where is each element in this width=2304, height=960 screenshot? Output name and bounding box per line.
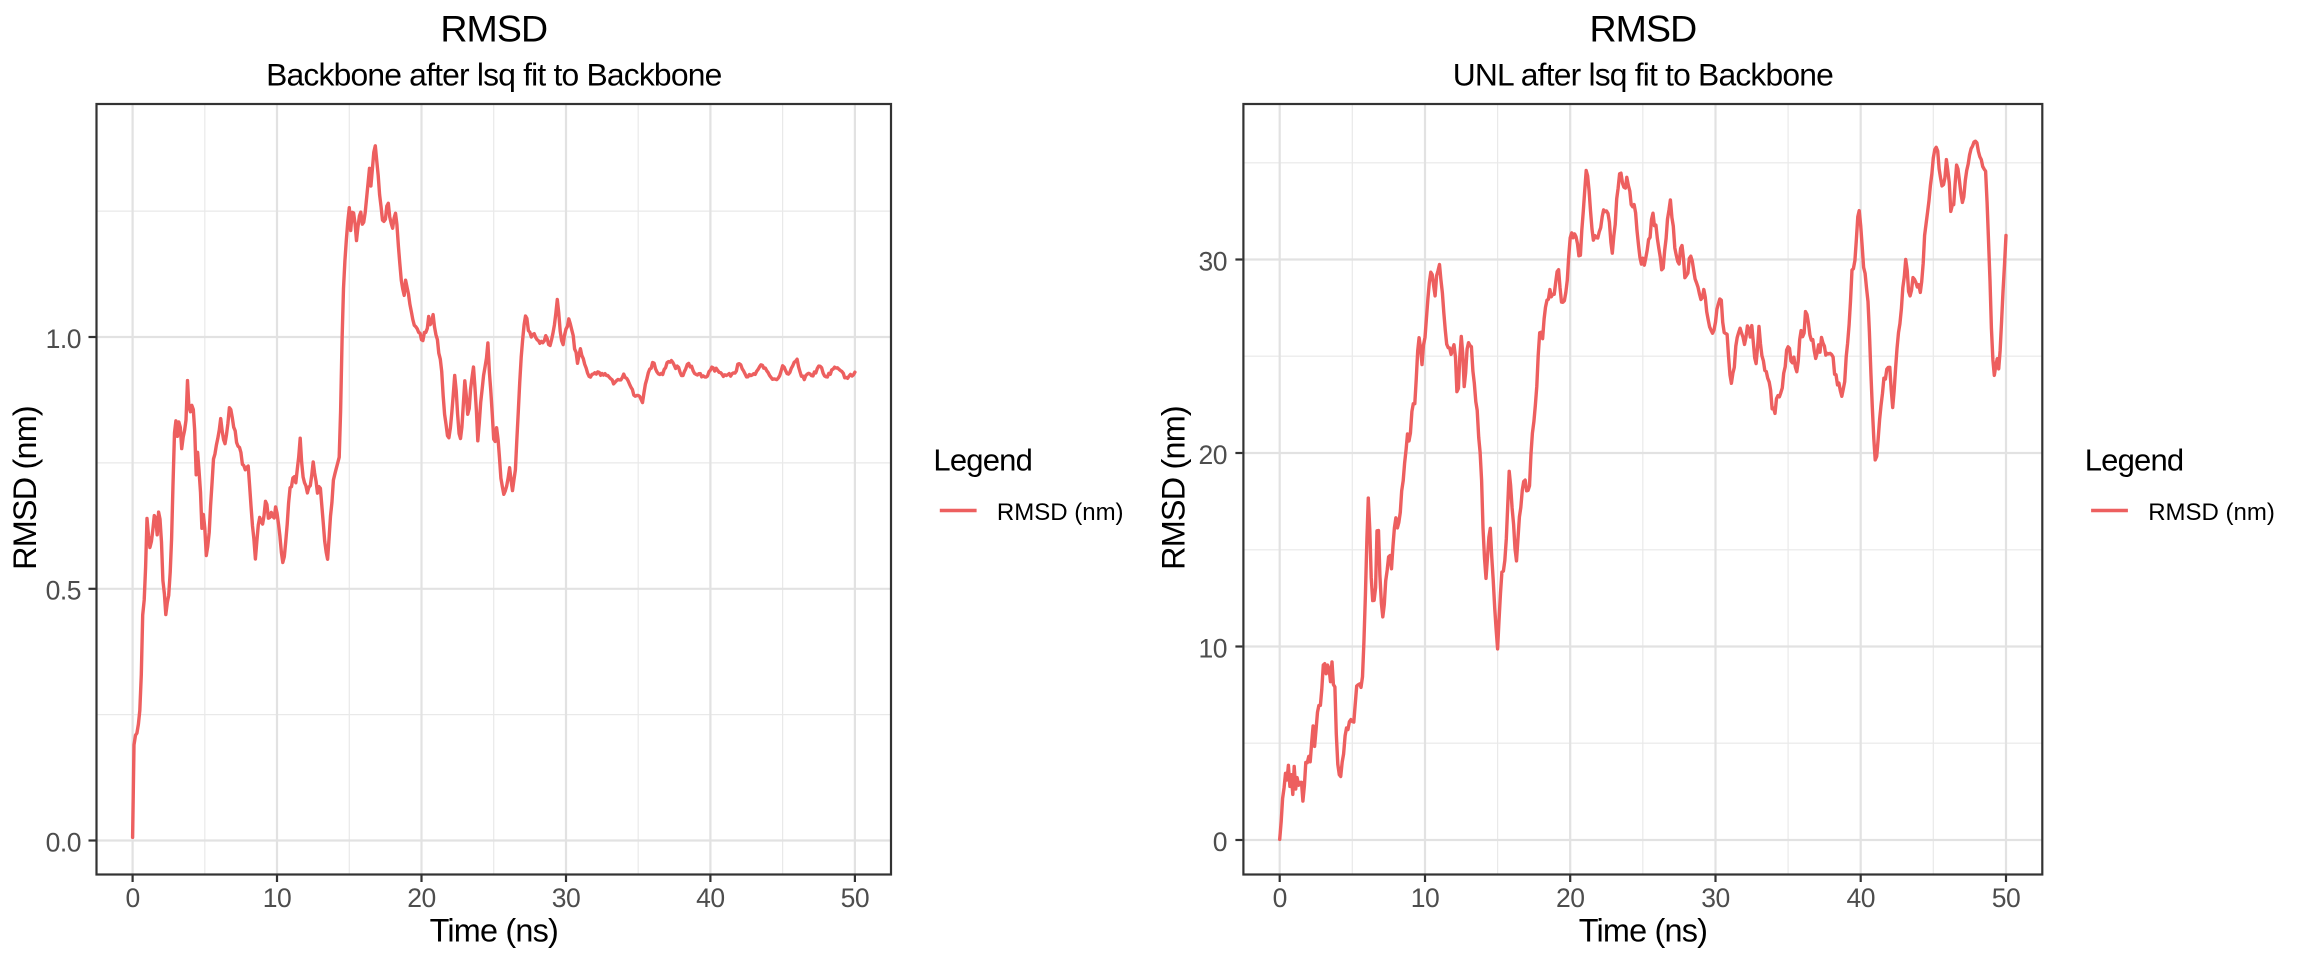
- svg-text:40: 40: [1846, 883, 1874, 913]
- svg-text:20: 20: [1556, 883, 1584, 913]
- svg-text:0: 0: [125, 883, 139, 913]
- svg-text:RMSD: RMSD: [1589, 8, 1696, 50]
- svg-text:20: 20: [407, 883, 435, 913]
- svg-text:0: 0: [1213, 827, 1227, 857]
- svg-text:10: 10: [263, 883, 291, 913]
- svg-text:30: 30: [1199, 246, 1227, 276]
- svg-text:RMSD (nm): RMSD (nm): [7, 406, 43, 570]
- svg-text:0.0: 0.0: [46, 827, 81, 857]
- svg-text:10: 10: [1199, 633, 1227, 663]
- svg-text:40: 40: [696, 883, 724, 913]
- svg-text:UNL after lsq fit to Backbone: UNL after lsq fit to Backbone: [1453, 57, 1833, 93]
- svg-text:0.5: 0.5: [46, 576, 81, 606]
- svg-text:Time (ns): Time (ns): [1579, 913, 1707, 949]
- svg-text:30: 30: [552, 883, 580, 913]
- svg-text:Legend: Legend: [933, 443, 1032, 478]
- svg-text:30: 30: [1701, 883, 1729, 913]
- svg-text:20: 20: [1199, 440, 1227, 470]
- svg-text:0: 0: [1273, 883, 1287, 913]
- svg-text:1.0: 1.0: [46, 324, 81, 354]
- svg-text:Backbone after lsq fit to Back: Backbone after lsq fit to Backbone: [266, 57, 721, 93]
- svg-text:RMSD: RMSD: [440, 8, 547, 50]
- svg-text:RMSD (nm): RMSD (nm): [997, 499, 1124, 526]
- svg-text:Legend: Legend: [2085, 443, 2184, 478]
- svg-text:Time (ns): Time (ns): [430, 913, 558, 949]
- svg-text:RMSD (nm): RMSD (nm): [1156, 406, 1192, 570]
- svg-text:50: 50: [1992, 883, 2020, 913]
- svg-text:10: 10: [1411, 883, 1439, 913]
- svg-text:RMSD (nm): RMSD (nm): [2148, 499, 2275, 526]
- svg-text:50: 50: [841, 883, 869, 913]
